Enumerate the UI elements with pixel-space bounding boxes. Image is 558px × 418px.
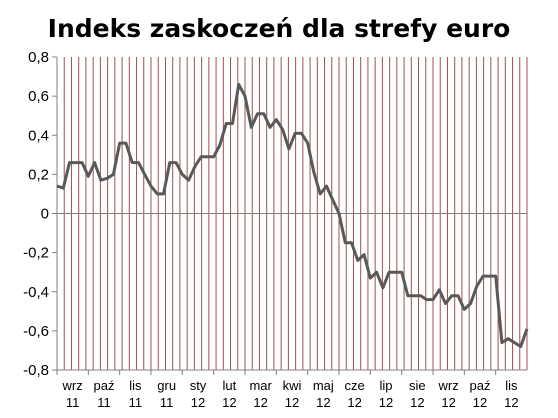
y-tick-label: -0,6 xyxy=(23,323,49,340)
x-tick-month: wrz xyxy=(62,378,83,393)
axes xyxy=(56,57,527,371)
y-tick-label: 0 xyxy=(41,206,49,223)
x-tick-month: mar xyxy=(249,378,272,393)
x-tick-month: cze xyxy=(345,378,365,393)
y-tick-label: -0,4 xyxy=(23,284,49,301)
y-tick-label: 0,4 xyxy=(28,127,49,144)
x-tick-year: 12 xyxy=(504,395,518,410)
x-tick-labels: wrz 11 paź 11 lis 11 gru 11 sty 12 lut 12 mar 12 kwi 12… xyxy=(56,370,519,410)
x-tick-year: 12 xyxy=(347,395,361,410)
x-tick-year: 12 xyxy=(441,395,455,410)
x-tick-year: 12 xyxy=(316,395,330,410)
series-layer xyxy=(56,82,529,348)
x-tick-year: 12 xyxy=(285,395,299,410)
y-tick-label: 0,6 xyxy=(28,88,49,105)
y-tick-labels: 0,8 0,6 0,4 0,2 0 -0,2 -0,4 -0,6 -0,8 xyxy=(23,49,57,379)
x-tick-year: 11 xyxy=(160,395,174,410)
x-tick-year: 11 xyxy=(129,395,143,410)
x-tick-month: sie xyxy=(409,378,426,393)
x-tick-year: 12 xyxy=(191,395,205,410)
x-tick-month: wrz xyxy=(438,378,459,393)
x-tick-year: 12 xyxy=(222,395,236,410)
x-tick-month: lis xyxy=(505,378,518,393)
x-tick-year: 12 xyxy=(473,395,487,410)
x-tick-month: maj xyxy=(313,378,334,393)
x-tick-month: kwi xyxy=(283,378,302,393)
y-tick-label: -0,2 xyxy=(23,245,49,262)
x-tick-month: lut xyxy=(222,378,236,393)
x-tick-month: sty xyxy=(190,378,207,393)
x-tick-year: 11 xyxy=(66,395,80,410)
x-tick-month: paź xyxy=(94,378,115,393)
x-tick-month: paź xyxy=(470,378,491,393)
x-tick-year: 12 xyxy=(379,395,393,410)
series-line xyxy=(56,82,529,348)
x-tick-year: 12 xyxy=(253,395,267,410)
chart-title: Indeks zaskoczeń dla strefy euro xyxy=(47,14,511,43)
x-tick-month: lis xyxy=(129,378,142,393)
y-tick-label: 0,2 xyxy=(28,166,49,183)
x-tick-year: 11 xyxy=(97,395,111,410)
y-tick-label: -0,8 xyxy=(23,362,49,379)
x-tick-month: lip xyxy=(379,378,392,393)
y-tick-label: 0,8 xyxy=(28,49,49,66)
x-tick-month: gru xyxy=(157,378,176,393)
x-tick-year: 12 xyxy=(410,395,424,410)
